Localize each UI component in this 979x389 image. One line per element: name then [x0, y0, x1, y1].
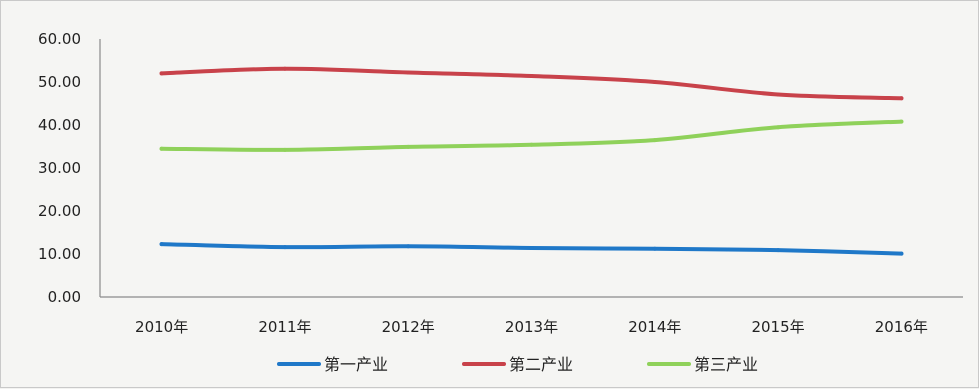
data-point: [406, 144, 411, 149]
series-line-2: [159, 66, 904, 101]
data-point: [899, 251, 904, 256]
data-point: [652, 246, 657, 251]
y-tick-label: 30.00: [38, 159, 81, 177]
data-point: [529, 246, 534, 250]
x-tick-label: 2011年: [258, 318, 311, 336]
x-axis-ticks: 2010年 2011年 2012年 2013年 2014年 2015年 2016年: [135, 318, 928, 336]
data-point: [406, 70, 411, 75]
data-point: [776, 248, 781, 253]
data-point: [776, 125, 781, 130]
y-tick-label: 0.00: [48, 288, 81, 306]
legend-label: 第一产业: [324, 355, 388, 374]
data-point: [529, 142, 534, 147]
data-point: [899, 119, 904, 124]
data-point: [282, 66, 287, 71]
x-tick-label: 2013年: [505, 318, 558, 336]
x-tick-label: 2016年: [875, 318, 928, 336]
legend-label: 第三产业: [694, 355, 758, 374]
series-lines: [159, 66, 904, 256]
y-tick-label: 10.00: [38, 245, 81, 263]
y-axis-ticks: 0.00 10.00 20.00 30.00 40.00 50.00 60.00: [38, 30, 81, 306]
data-point: [529, 74, 534, 78]
y-tick-label: 50.00: [38, 73, 81, 91]
data-point: [159, 242, 164, 247]
data-point: [776, 92, 781, 97]
legend-label: 第二产业: [509, 355, 573, 374]
data-point: [899, 96, 904, 101]
data-point: [282, 147, 287, 152]
x-tick-label: 2012年: [382, 318, 435, 336]
data-point: [652, 80, 657, 84]
y-tick-label: 20.00: [38, 202, 81, 220]
x-tick-label: 2014年: [628, 318, 681, 336]
x-tick-label: 2015年: [751, 318, 804, 336]
data-point: [159, 71, 164, 76]
x-tick-label: 2010年: [135, 318, 188, 336]
data-point: [159, 146, 164, 151]
data-point: [282, 245, 287, 250]
data-point: [406, 244, 411, 249]
data-point: [652, 138, 657, 143]
y-tick-label: 40.00: [38, 116, 81, 134]
legend: 第一产业 第二产业 第三产业: [277, 355, 758, 374]
y-tick-label: 60.00: [38, 30, 81, 48]
